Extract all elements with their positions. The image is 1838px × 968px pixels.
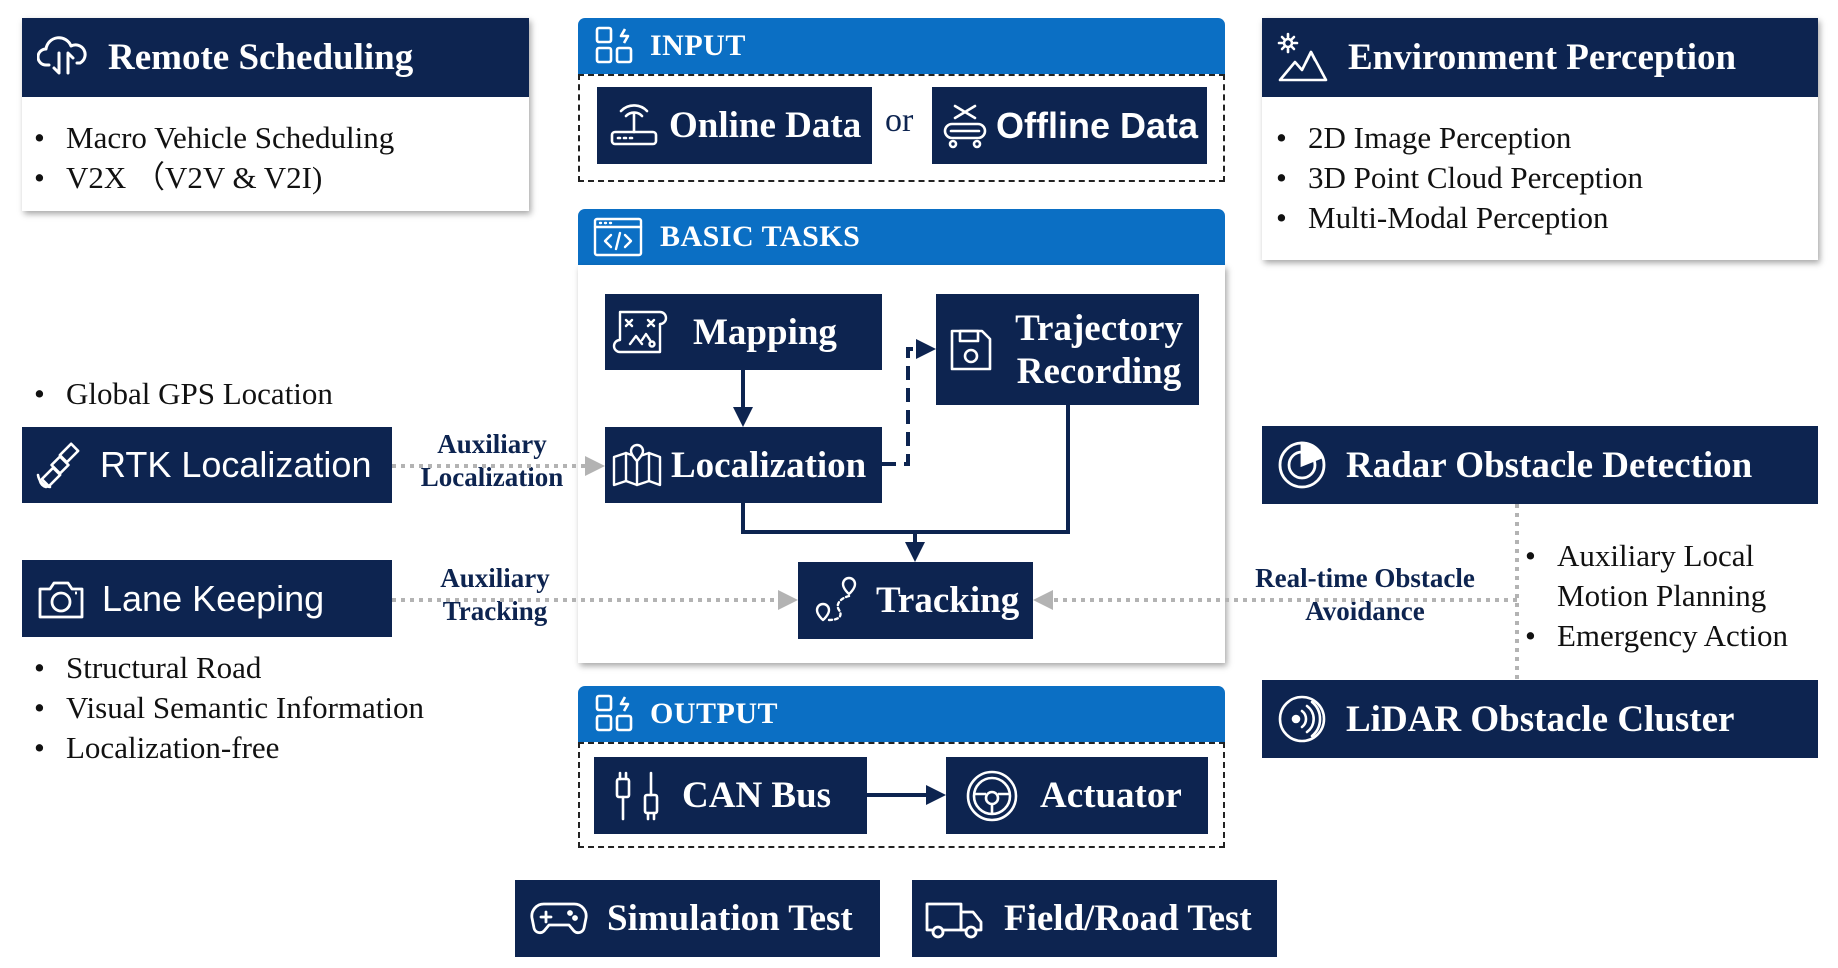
list-item: Multi-Modal Perception — [1276, 198, 1643, 238]
field-road-test-label: Field/Road Test — [1004, 898, 1252, 939]
route-pin-icon — [810, 575, 862, 627]
environment-perception-list: 2D Image Perception 3D Point Cloud Perce… — [1276, 118, 1643, 238]
code-window-icon — [592, 216, 644, 258]
trajectory-recording-box: Trajectory Recording — [936, 294, 1199, 405]
usb-cable-icon — [610, 767, 666, 825]
truck-icon — [924, 894, 986, 944]
radar-obstacle-detection-box: Radar Obstacle Detection — [1262, 426, 1818, 504]
sun-mountain-icon — [1274, 29, 1332, 87]
localization-label: Localization — [671, 444, 867, 486]
lane-keeping-list: Structural Road Visual Semantic Informat… — [34, 648, 424, 768]
list-item: Localization-free — [34, 728, 424, 768]
actuator-label: Actuator — [1040, 775, 1182, 816]
basic-tasks-header: BASIC TASKS — [578, 209, 1225, 265]
can-bus-label: CAN Bus — [682, 775, 832, 816]
radar-icon — [1274, 437, 1330, 493]
list-item: 2D Image Perception — [1276, 118, 1643, 158]
auxiliary-localization-label: Auxiliary Localization — [420, 429, 564, 492]
remote-scheduling-list: Macro Vehicle Scheduling V2X （V2V & V2I) — [34, 118, 394, 198]
online-data-box: Online Data — [597, 87, 872, 164]
folded-map-icon — [611, 439, 663, 491]
lane-keeping-label: Lane Keeping — [102, 577, 325, 619]
offline-data-label: Offline Data — [996, 104, 1199, 146]
tracking-label: Tracking — [876, 580, 1020, 621]
treasure-map-icon — [611, 301, 673, 363]
basic-tasks-title: BASIC TASKS — [660, 220, 861, 253]
input-title: INPUT — [650, 29, 746, 62]
can-bus-box: CAN Bus — [594, 757, 867, 834]
actuator-box: Actuator — [946, 757, 1208, 834]
auxiliary-tracking-label: Auxiliary Tracking — [440, 563, 550, 626]
steering-wheel-icon — [962, 766, 1022, 826]
list-item: Macro Vehicle Scheduling — [34, 118, 394, 158]
lidar-obstacle-cluster-label: LiDAR Obstacle Cluster — [1346, 698, 1735, 740]
lidar-obstacle-cluster-box: LiDAR Obstacle Cluster — [1262, 680, 1818, 758]
list-item: V2X （V2V & V2I) — [34, 158, 394, 198]
mapping-box: Mapping — [605, 294, 882, 370]
radar-list: Auxiliary Local Motion Planning Emergenc… — [1525, 536, 1825, 656]
remote-scheduling-card: Remote Scheduling Macro Vehicle Scheduli… — [22, 18, 529, 211]
rtk-localization-label: RTK Localization — [100, 444, 372, 485]
robot-vehicle-icon — [938, 99, 992, 153]
radar-obstacle-detection-label: Radar Obstacle Detection — [1346, 444, 1753, 486]
trajectory-recording-label: Trajectory Recording — [1015, 307, 1183, 392]
cloud-sync-icon — [34, 29, 92, 87]
tracking-box: Tracking — [798, 562, 1033, 639]
list-item: Visual Semantic Information — [34, 688, 424, 728]
mapping-label: Mapping — [693, 311, 837, 353]
list-item: Emergency Action — [1525, 616, 1825, 656]
camera-icon — [34, 572, 88, 626]
simulation-test-box: Simulation Test — [515, 880, 880, 957]
output-header: OUTPUT — [578, 686, 1225, 742]
list-item: 3D Point Cloud Perception — [1276, 158, 1643, 198]
or-label: or — [885, 102, 914, 139]
lidar-sensor-icon — [1274, 691, 1330, 747]
localization-box: Localization — [605, 427, 882, 503]
field-road-test-box: Field/Road Test — [912, 880, 1277, 957]
output-title: OUTPUT — [650, 697, 779, 730]
environment-perception-title: Environment Perception — [1348, 37, 1737, 78]
remote-scheduling-title: Remote Scheduling — [108, 37, 414, 78]
lane-keeping-box: Lane Keeping — [22, 560, 392, 637]
environment-perception-card: Environment Perception 2D Image Percepti… — [1262, 18, 1818, 260]
output-frame — [578, 742, 1225, 848]
remote-scheduling-header: Remote Scheduling — [22, 18, 529, 97]
input-frame — [578, 74, 1225, 182]
realtime-obstacle-avoidance-label: Real-time Obstacle Avoidance — [1255, 563, 1475, 626]
offline-data-box: Offline Data — [932, 87, 1207, 164]
floppy-disk-icon — [946, 325, 996, 375]
gamepad-icon — [529, 894, 589, 944]
rtk-localization-box: RTK Localization — [22, 427, 392, 503]
list-item: Global GPS Location — [34, 374, 333, 414]
list-item-text: Auxiliary Local Motion Planning — [1557, 538, 1767, 613]
rtk-bullet: Global GPS Location — [34, 374, 333, 414]
grid-apps-icon — [594, 693, 636, 735]
input-header: INPUT — [578, 18, 1225, 74]
grid-apps-icon — [594, 25, 636, 67]
simulation-test-label: Simulation Test — [607, 898, 853, 939]
list-item: Structural Road — [34, 648, 424, 688]
list-item: Auxiliary Local Motion Planning — [1525, 536, 1825, 616]
satellite-icon — [32, 437, 88, 493]
environment-perception-header: Environment Perception — [1262, 18, 1818, 97]
router-icon — [607, 99, 661, 153]
online-data-label: Online Data — [669, 105, 862, 146]
